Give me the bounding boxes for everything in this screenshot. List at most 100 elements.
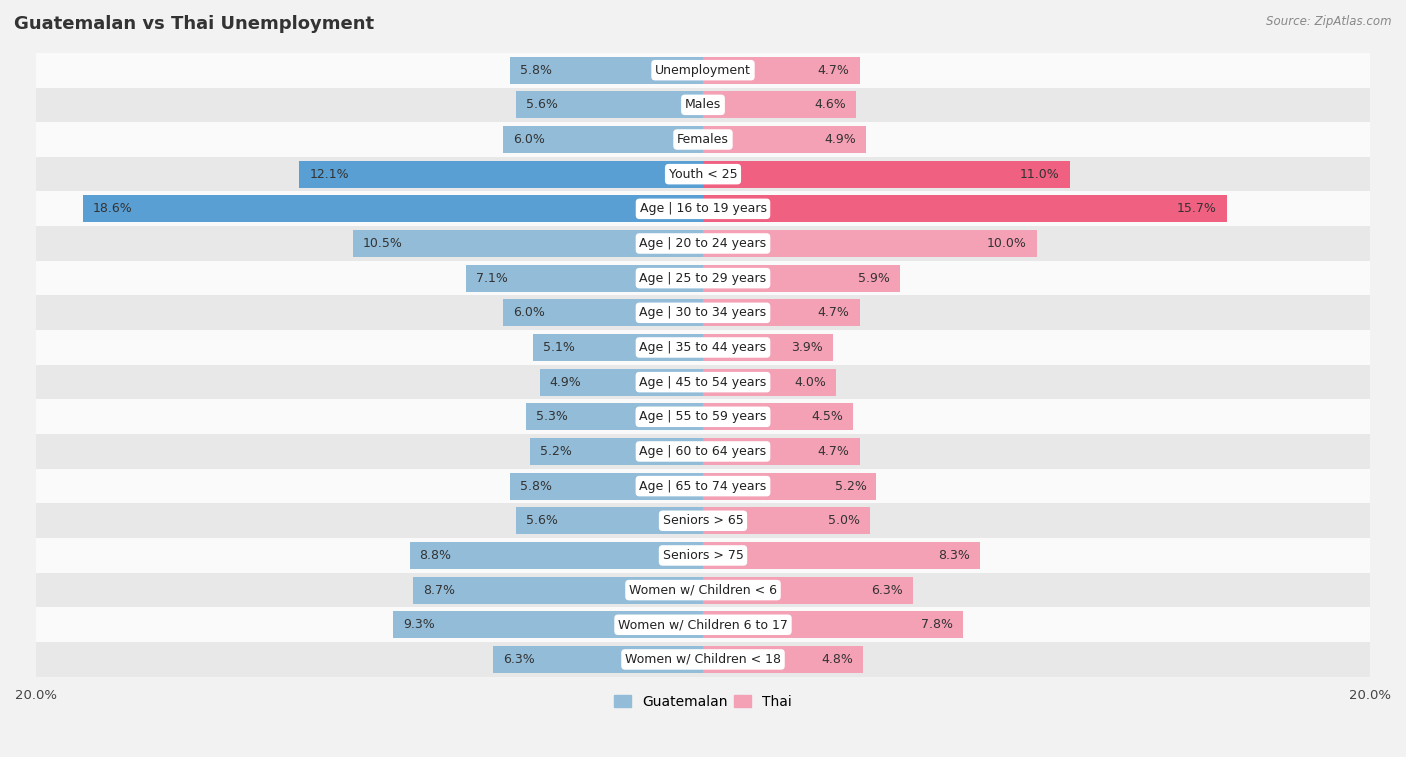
Text: Women w/ Children < 18: Women w/ Children < 18 [626,653,780,666]
Bar [516,507,703,534]
Text: 6.3%: 6.3% [503,653,534,666]
Bar [37,573,1369,607]
Text: 5.0%: 5.0% [828,514,859,528]
Text: Age | 16 to 19 years: Age | 16 to 19 years [640,202,766,215]
Bar [703,126,866,153]
Text: 4.7%: 4.7% [818,307,849,319]
Bar [703,542,980,569]
Text: 8.8%: 8.8% [419,549,451,562]
Text: Age | 55 to 59 years: Age | 55 to 59 years [640,410,766,423]
Text: 7.8%: 7.8% [921,618,953,631]
Bar [413,577,703,603]
Bar [703,265,900,291]
Bar [494,646,703,673]
Bar [37,261,1369,295]
Bar [353,230,703,257]
Text: 11.0%: 11.0% [1021,167,1060,181]
Bar [703,160,1070,188]
Text: 5.1%: 5.1% [543,341,575,354]
Bar [37,642,1369,677]
Bar [37,226,1369,261]
Bar [703,403,853,430]
Text: 4.7%: 4.7% [818,445,849,458]
Bar [503,299,703,326]
Bar [703,334,834,361]
Text: Guatemalan vs Thai Unemployment: Guatemalan vs Thai Unemployment [14,15,374,33]
Bar [37,503,1369,538]
Text: Age | 60 to 64 years: Age | 60 to 64 years [640,445,766,458]
Text: 8.7%: 8.7% [423,584,456,597]
Bar [37,157,1369,192]
Text: Age | 65 to 74 years: Age | 65 to 74 years [640,480,766,493]
Text: 18.6%: 18.6% [93,202,132,215]
Text: 5.8%: 5.8% [520,64,551,76]
Text: 6.0%: 6.0% [513,133,544,146]
Text: Age | 25 to 29 years: Age | 25 to 29 years [640,272,766,285]
Text: 4.6%: 4.6% [814,98,846,111]
Bar [530,438,703,465]
Bar [37,434,1369,469]
Text: 6.0%: 6.0% [513,307,544,319]
Bar [299,160,703,188]
Bar [703,577,912,603]
Bar [703,472,876,500]
Bar [37,122,1369,157]
Text: 7.1%: 7.1% [477,272,508,285]
Bar [509,472,703,500]
Text: 4.8%: 4.8% [821,653,853,666]
Text: Age | 30 to 34 years: Age | 30 to 34 years [640,307,766,319]
Text: 9.3%: 9.3% [404,618,434,631]
Bar [509,57,703,84]
Text: 8.3%: 8.3% [938,549,970,562]
Bar [37,192,1369,226]
Bar [37,365,1369,400]
Bar [703,507,870,534]
Bar [703,646,863,673]
Bar [83,195,703,223]
Bar [703,611,963,638]
Bar [37,607,1369,642]
Bar [37,53,1369,88]
Text: 12.1%: 12.1% [309,167,349,181]
Bar [37,88,1369,122]
Text: Unemployment: Unemployment [655,64,751,76]
Bar [392,611,703,638]
Bar [37,469,1369,503]
Text: 4.9%: 4.9% [825,133,856,146]
Legend: Guatemalan, Thai: Guatemalan, Thai [609,690,797,715]
Text: 5.8%: 5.8% [520,480,551,493]
Bar [703,299,859,326]
Bar [37,330,1369,365]
Text: 10.5%: 10.5% [363,237,402,250]
Bar [703,369,837,396]
Text: Women w/ Children 6 to 17: Women w/ Children 6 to 17 [619,618,787,631]
Text: Age | 20 to 24 years: Age | 20 to 24 years [640,237,766,250]
Text: 5.2%: 5.2% [835,480,866,493]
Text: Seniors > 65: Seniors > 65 [662,514,744,528]
Bar [516,92,703,118]
Bar [37,400,1369,434]
Text: 5.9%: 5.9% [858,272,890,285]
Bar [37,295,1369,330]
Text: Females: Females [678,133,728,146]
Bar [703,57,859,84]
Text: 15.7%: 15.7% [1177,202,1216,215]
Bar [703,438,859,465]
Bar [703,92,856,118]
Text: 5.6%: 5.6% [526,514,558,528]
Text: 4.0%: 4.0% [794,375,827,388]
Text: 10.0%: 10.0% [987,237,1026,250]
Text: Youth < 25: Youth < 25 [669,167,737,181]
Bar [703,230,1036,257]
Bar [409,542,703,569]
Bar [703,195,1226,223]
Bar [37,538,1369,573]
Text: 6.3%: 6.3% [872,584,903,597]
Text: 5.3%: 5.3% [536,410,568,423]
Text: Seniors > 75: Seniors > 75 [662,549,744,562]
Bar [467,265,703,291]
Text: 4.9%: 4.9% [550,375,581,388]
Bar [540,369,703,396]
Text: Age | 35 to 44 years: Age | 35 to 44 years [640,341,766,354]
Text: 4.5%: 4.5% [811,410,844,423]
